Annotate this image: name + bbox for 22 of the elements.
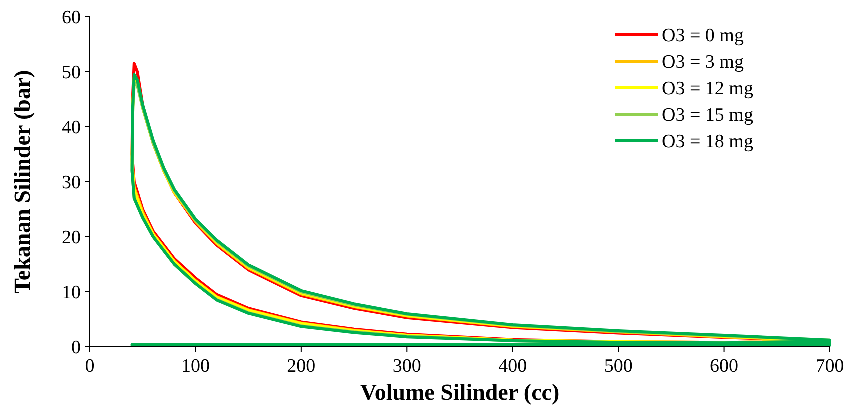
x-tick-label: 0	[85, 356, 95, 377]
y-tick-label: 20	[62, 228, 81, 249]
y-tick-label: 50	[62, 62, 81, 84]
x-tick-label: 500	[604, 356, 633, 377]
legend-label: O3 = 15 mg	[662, 105, 754, 126]
y-tick-label: 60	[62, 8, 81, 29]
legend-label: O3 = 18 mg	[662, 132, 754, 153]
y-axis-title: Tekanan Silinder (bar)	[10, 70, 35, 294]
y-tick-label: 0	[72, 338, 81, 359]
x-tick-label: 700	[816, 356, 844, 377]
legend-label: O3 = 3 mg	[662, 52, 744, 74]
x-tick-label: 600	[710, 356, 739, 377]
x-tick-label: 100	[181, 356, 210, 377]
x-tick-label: 400	[498, 356, 528, 377]
y-tick-label: 40	[62, 118, 81, 139]
x-axis-title: Volume Silinder (cc)	[360, 380, 560, 405]
x-tick-label: 200	[287, 356, 316, 377]
y-tick-label: 30	[62, 172, 81, 194]
x-tick-label: 300	[392, 356, 422, 377]
legend-label: O3 = 12 mg	[662, 78, 754, 100]
legend-label: O3 = 0 mg	[662, 26, 744, 47]
y-tick-label: 10	[62, 282, 81, 304]
